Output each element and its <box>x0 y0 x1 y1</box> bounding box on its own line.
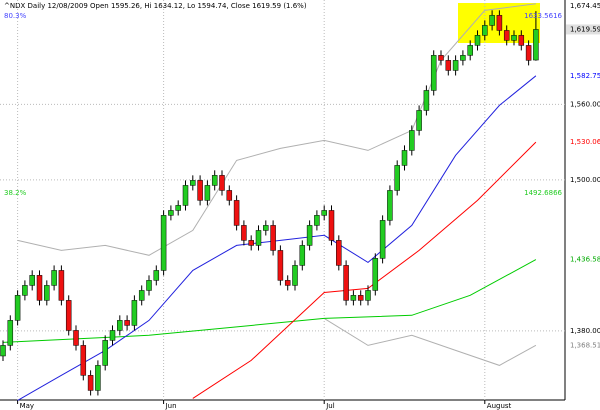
candle-body <box>14 295 21 321</box>
candle-body <box>394 165 400 191</box>
y-tick-label: 1,560.00 <box>570 100 600 108</box>
candle-body <box>343 265 349 301</box>
candle-body <box>328 210 335 241</box>
candle-body <box>182 185 189 206</box>
candle-body <box>211 175 218 186</box>
y-tick-label: 1,380.00 <box>570 327 600 335</box>
candle-body <box>255 230 262 246</box>
chart-title: ^NDX Daily 12/08/2009 Open 1595.26, Hi 1… <box>4 2 307 10</box>
candle-body <box>533 29 539 61</box>
x-tick-label: Jul <box>325 402 335 410</box>
candle-body <box>482 25 488 36</box>
candle-body <box>306 225 313 246</box>
candle-body <box>503 30 510 41</box>
candle-body <box>314 215 320 226</box>
candle-body <box>372 258 379 291</box>
candle-body <box>263 225 269 231</box>
x-tick-label: August <box>487 402 512 410</box>
candle-body <box>73 330 79 346</box>
candle-body <box>22 285 28 296</box>
candle-body <box>409 130 415 151</box>
price-label: 1,368.51 <box>570 341 600 349</box>
candle-body <box>423 90 430 111</box>
candle-body <box>321 210 327 216</box>
candle-body <box>226 190 233 201</box>
candle-body <box>379 220 386 259</box>
candle-body <box>292 265 298 286</box>
candle-body <box>489 15 495 26</box>
candle-body <box>357 295 364 301</box>
candle-body <box>277 250 284 281</box>
candle-body <box>109 330 116 341</box>
candle-body <box>460 55 466 61</box>
candle-body <box>146 280 152 291</box>
candle-body <box>467 45 473 56</box>
candle-body <box>511 35 517 41</box>
candle-body <box>525 45 532 61</box>
candle-body <box>401 150 408 166</box>
candle-body <box>474 35 481 46</box>
candle-body <box>87 375 94 391</box>
candle-body <box>65 300 72 331</box>
candle-body <box>350 295 357 301</box>
candle-body <box>168 210 174 216</box>
fib-percent: 80.3% <box>4 12 27 20</box>
candle-body <box>95 365 101 391</box>
candle-body <box>365 290 371 301</box>
price-label: 1,674.45 <box>570 2 600 10</box>
candle-body <box>7 320 14 346</box>
candle-body <box>284 280 291 286</box>
candle-body <box>138 290 145 301</box>
candle-body <box>175 205 181 211</box>
candle-body <box>219 175 225 191</box>
candle-body <box>124 320 130 326</box>
candle-body <box>233 200 240 226</box>
candle-body <box>160 215 167 271</box>
x-tick-label: May <box>20 402 34 410</box>
candle-body <box>51 270 57 286</box>
candle-body <box>58 270 65 301</box>
price-label: 1,436.58 <box>570 256 600 264</box>
fib-value: 1492.6866 <box>524 189 562 197</box>
price-label-box <box>566 24 600 35</box>
candle-body <box>117 320 123 331</box>
candle-body <box>438 55 444 61</box>
price-label: 1,619.59 <box>570 25 600 33</box>
fib-percent: 38.2% <box>4 189 27 197</box>
candle-body <box>445 60 452 71</box>
candle-body <box>248 240 254 246</box>
candle-body <box>102 340 108 366</box>
candle-body <box>36 275 43 301</box>
candle-body <box>452 60 459 71</box>
candle-body <box>29 275 35 286</box>
y-tick-label: 1,500.00 <box>570 176 600 184</box>
candle-body <box>518 35 525 46</box>
candle-body <box>241 225 247 241</box>
x-tick-label: Jun <box>165 402 177 410</box>
candle-body <box>80 345 87 376</box>
candle-body <box>153 270 160 281</box>
candle-body <box>204 185 211 201</box>
overlay-line <box>323 317 537 366</box>
candle-body <box>197 180 203 201</box>
price-label: 1,530.06 <box>570 138 600 146</box>
candle-body <box>336 240 342 266</box>
candle-body <box>299 245 306 266</box>
candle-body <box>44 285 50 301</box>
candle-body <box>190 180 196 186</box>
candle-body <box>496 15 503 31</box>
price-label: 1,582.75 <box>570 72 600 80</box>
candle-body <box>416 110 422 131</box>
candle-body <box>430 55 437 91</box>
candle-body <box>270 225 276 251</box>
candle-body <box>131 300 138 326</box>
candle-body <box>387 190 393 221</box>
fib-value: 1633.5616 <box>524 12 562 20</box>
candle-body <box>0 345 6 357</box>
